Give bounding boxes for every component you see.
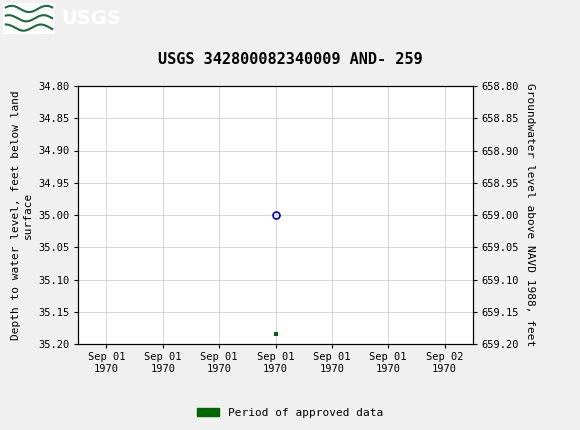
Y-axis label: Groundwater level above NAVD 1988, feet: Groundwater level above NAVD 1988, feet bbox=[525, 83, 535, 347]
Legend: Period of approved data: Period of approved data bbox=[193, 403, 387, 422]
Text: USGS 342800082340009 AND- 259: USGS 342800082340009 AND- 259 bbox=[158, 52, 422, 67]
Bar bbox=[3, 3, 55, 34]
Y-axis label: Depth to water level, feet below land
surface: Depth to water level, feet below land su… bbox=[11, 90, 32, 340]
Text: USGS: USGS bbox=[61, 9, 121, 28]
